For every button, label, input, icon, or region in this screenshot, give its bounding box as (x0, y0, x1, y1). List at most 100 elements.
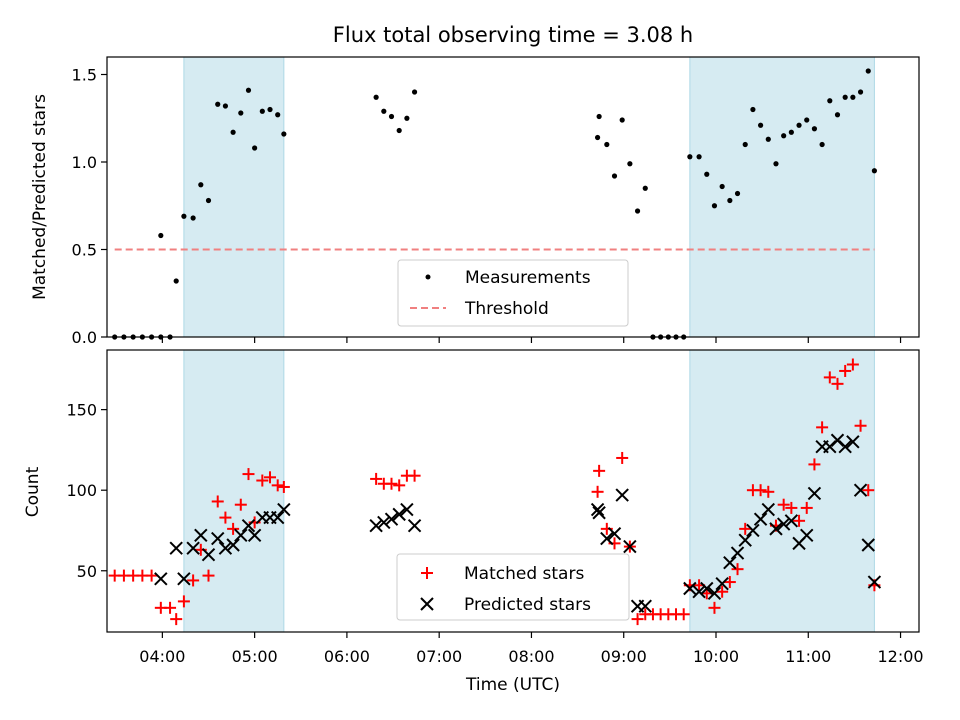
legend-predicted-marker (420, 597, 434, 611)
predicted-star-point (753, 512, 768, 526)
predicted-star-point (407, 518, 422, 533)
legend-matched-label: Matched stars (464, 564, 584, 584)
matched-star-point (785, 501, 798, 514)
matched-star-point (762, 485, 775, 498)
measurement-point (381, 108, 387, 114)
legend-threshold-label: Threshold (464, 299, 549, 319)
legend-measurements-label: Measurements (465, 268, 591, 288)
top-shaded-interval (689, 57, 875, 337)
matched-star-point (234, 498, 247, 511)
predicted-star-point (234, 528, 248, 543)
measurement-point (245, 87, 252, 93)
measurement-point (634, 208, 641, 214)
predicted-star-point (746, 523, 760, 538)
top-y-tick-label: 1.5 (72, 66, 97, 85)
predicted-star-point (853, 483, 868, 497)
measurement-point (259, 108, 265, 114)
matched-star-point (846, 358, 859, 371)
predicted-star-point (700, 581, 714, 596)
predicted-star-point (211, 531, 225, 546)
matched-star-point (271, 479, 284, 492)
measurement-point (404, 115, 410, 121)
measurement-point (734, 190, 741, 197)
predicted-star-point (169, 541, 183, 555)
matched-star-point (854, 419, 867, 432)
predicted-star-point (590, 502, 605, 517)
matched-star-point (202, 569, 215, 582)
measurement-point (238, 110, 244, 116)
x-tick-label: 08:00 (508, 647, 554, 666)
measurement-point (275, 112, 281, 118)
predicted-star-point (600, 531, 614, 546)
predicted-star-point (692, 585, 706, 599)
top-shaded-interval (183, 57, 284, 337)
matched-star-point (211, 495, 224, 508)
predicted-star-point (247, 528, 262, 543)
bottom-y-axis-label: Count (23, 466, 43, 517)
matched-star-point (242, 468, 255, 481)
predicted-star-point (730, 546, 745, 560)
matched-star-point (808, 458, 821, 471)
measurement-point (252, 145, 258, 151)
predicted-star-point (241, 518, 256, 533)
matched-star-point (708, 601, 721, 614)
measurement-point (781, 133, 787, 139)
measurement-point (719, 183, 725, 190)
top-legend: Measurements Threshold (397, 259, 629, 327)
measurement-point (411, 89, 418, 95)
predicted-star-point (838, 439, 852, 454)
predicted-star-point (846, 435, 860, 449)
matched-star-point (370, 472, 383, 485)
top-axes-frame (106, 56, 920, 338)
predicted-star-point (715, 576, 729, 591)
x-tick-label: 09:00 (601, 647, 647, 666)
measurement-point (281, 131, 287, 137)
measurement-point (594, 134, 601, 141)
measurement-point (865, 68, 871, 74)
predicted-star-point (738, 533, 752, 547)
matched-star-point (177, 595, 190, 608)
predicted-star-point (270, 510, 285, 525)
predicted-star-point (776, 517, 791, 531)
matched-star-point (385, 477, 398, 490)
bottom-shaded-interval (183, 350, 284, 632)
measurement-point (742, 141, 748, 148)
counts-panel: 50 100 150 04:00 05:00 06:00 07:00 08:00 09:00 1… (23, 349, 924, 695)
measurement-point (173, 278, 179, 284)
top-y-axis-label: Matched/Predicted stars (30, 94, 50, 300)
x-tick-label: 10:00 (693, 647, 739, 666)
measurement-point (834, 112, 841, 118)
measurement-point (396, 127, 402, 134)
measurement-point (687, 154, 693, 160)
measurement-point (804, 117, 810, 123)
top-y-tick-label: 1.0 (72, 153, 97, 172)
measurement-point (215, 101, 221, 107)
measurement-point (857, 89, 864, 95)
predicted-star-point (861, 538, 875, 552)
matched-star-point (831, 377, 844, 390)
top-y-tick-label: 0.5 (72, 241, 97, 260)
chart-title: Flux total observing time = 3.08 h (333, 23, 693, 47)
matched-star-point (739, 522, 752, 535)
measurement-point (827, 98, 833, 104)
predicted-star-point (592, 506, 606, 520)
measurement-point (373, 94, 379, 100)
predicted-star-point (384, 512, 399, 526)
predicted-star-point (277, 502, 291, 517)
x-tick-label: 05:00 (232, 647, 278, 666)
measurement-point (642, 185, 648, 191)
measurement-point (190, 215, 196, 221)
matched-star-point (219, 511, 232, 524)
measurement-point (811, 126, 818, 132)
matched-star-point (862, 484, 875, 497)
measurement-point (727, 197, 733, 204)
measurement-point (158, 232, 164, 239)
predicted-star-point (707, 586, 722, 601)
measurement-point (222, 103, 229, 109)
predicted-star-point (154, 572, 168, 586)
predicted-star-point (177, 572, 191, 586)
matched-star-point (408, 469, 421, 482)
predicted-star-point (723, 556, 737, 570)
matched-star-point (677, 608, 690, 621)
